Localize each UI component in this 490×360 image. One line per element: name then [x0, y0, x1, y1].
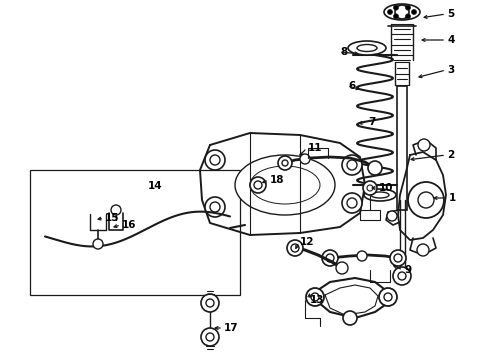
Circle shape	[291, 244, 299, 252]
Text: 18: 18	[270, 175, 285, 185]
Circle shape	[342, 155, 362, 175]
Ellipse shape	[235, 155, 335, 215]
Circle shape	[412, 9, 416, 14]
Circle shape	[393, 267, 411, 285]
Circle shape	[254, 181, 262, 189]
Circle shape	[205, 197, 225, 217]
Circle shape	[201, 294, 219, 312]
Circle shape	[393, 14, 398, 19]
Text: 17: 17	[224, 323, 239, 333]
Circle shape	[394, 254, 402, 262]
Ellipse shape	[348, 41, 386, 55]
Text: 2: 2	[447, 150, 454, 160]
Circle shape	[388, 9, 392, 14]
Circle shape	[282, 160, 288, 166]
Circle shape	[347, 160, 357, 170]
Circle shape	[311, 293, 319, 301]
Circle shape	[368, 161, 382, 175]
Circle shape	[336, 262, 348, 274]
Circle shape	[418, 139, 430, 151]
Circle shape	[379, 288, 397, 306]
Circle shape	[278, 156, 292, 170]
Text: 3: 3	[447, 65, 454, 75]
Circle shape	[326, 254, 334, 262]
Circle shape	[300, 154, 310, 164]
Circle shape	[367, 185, 373, 191]
Bar	[397, 86, 407, 210]
Circle shape	[384, 293, 392, 301]
Text: 10: 10	[379, 183, 393, 193]
Text: 5: 5	[447, 9, 454, 19]
Circle shape	[322, 250, 338, 266]
Circle shape	[210, 155, 220, 165]
Text: 7: 7	[368, 117, 375, 127]
Circle shape	[418, 192, 434, 208]
Circle shape	[250, 177, 266, 193]
Ellipse shape	[364, 189, 396, 201]
Circle shape	[206, 333, 214, 341]
Circle shape	[395, 5, 409, 19]
Text: 11: 11	[308, 143, 322, 153]
Circle shape	[406, 14, 411, 19]
Circle shape	[363, 181, 377, 195]
Circle shape	[206, 299, 214, 307]
Text: 8: 8	[340, 47, 347, 57]
Circle shape	[111, 205, 121, 215]
Circle shape	[306, 288, 324, 306]
Circle shape	[387, 211, 397, 221]
Circle shape	[347, 198, 357, 208]
Text: 12: 12	[300, 237, 315, 247]
Circle shape	[205, 150, 225, 170]
Ellipse shape	[371, 192, 389, 198]
Circle shape	[342, 193, 362, 213]
Ellipse shape	[357, 45, 377, 51]
Text: 4: 4	[447, 35, 454, 45]
Text: 6: 6	[348, 81, 355, 91]
Circle shape	[93, 239, 103, 249]
Circle shape	[393, 5, 398, 10]
Text: 13: 13	[310, 295, 324, 305]
Bar	[30, 170, 240, 295]
Text: 1: 1	[449, 193, 456, 203]
Circle shape	[406, 5, 411, 10]
Ellipse shape	[384, 4, 420, 20]
Circle shape	[210, 202, 220, 212]
Circle shape	[357, 251, 367, 261]
Circle shape	[287, 240, 303, 256]
Text: 9: 9	[404, 265, 411, 275]
Text: 15: 15	[105, 213, 120, 223]
Text: 16: 16	[122, 220, 137, 230]
Circle shape	[343, 311, 357, 325]
Circle shape	[417, 244, 429, 256]
Circle shape	[398, 272, 406, 280]
Circle shape	[390, 250, 406, 266]
Circle shape	[408, 182, 444, 218]
Text: 14: 14	[148, 181, 163, 191]
Circle shape	[201, 328, 219, 346]
